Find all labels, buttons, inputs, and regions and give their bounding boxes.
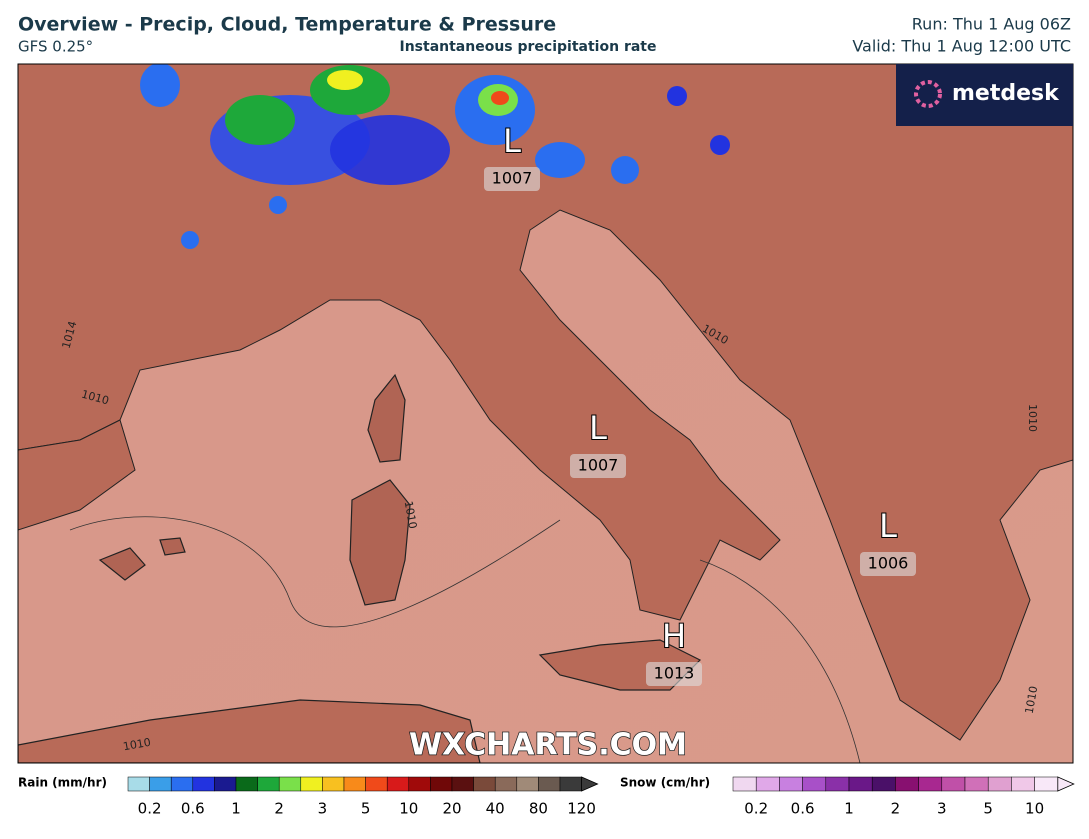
- legend-swatch: [473, 776, 496, 792]
- pressure-value: 1007: [492, 169, 533, 188]
- legend-swatch: [802, 776, 827, 792]
- legend-label: 0.2: [138, 800, 162, 818]
- pressure-symbol: L: [879, 507, 897, 545]
- legend-swatch: [1034, 776, 1059, 792]
- legend-swatch: [278, 776, 302, 792]
- legend-label: 120: [567, 800, 596, 818]
- legend-swatch: [825, 776, 850, 792]
- legend-swatch: [235, 776, 258, 792]
- land-balearic: [98, 537, 186, 581]
- legend-swatch: [895, 776, 919, 792]
- pressure-value: 1013: [654, 664, 695, 683]
- legend-arrow: [581, 776, 599, 792]
- run: Run: Thu 1 Aug 06Z: [912, 15, 1071, 34]
- pressure-symbol: H: [662, 617, 686, 655]
- legend-swatch: [516, 776, 539, 792]
- legend: Rain (mm/hr) 0.2 0.6 1 2 3 5 10 20 40 80 120 Snow (c…: [18, 776, 1075, 818]
- pressure-box: [570, 454, 626, 478]
- land-africa: [18, 699, 481, 763]
- pressure-box: [646, 662, 702, 686]
- watermark: WXCHARTS.COM: [409, 728, 687, 763]
- legend-swatch: [430, 776, 453, 792]
- land-sardinia: [349, 479, 411, 606]
- legend-label: 10: [1025, 800, 1044, 818]
- legend-title: Snow (cm/hr): [620, 776, 710, 790]
- legend-swatch: [559, 776, 582, 792]
- land-spain: [18, 419, 136, 531]
- legend-swatch: [365, 776, 388, 792]
- legend-label: 40: [486, 800, 505, 818]
- legend-swatch: [408, 776, 431, 792]
- legend-swatch: [1011, 776, 1035, 792]
- legend-swatch: [386, 776, 410, 792]
- legend-swatch: [300, 776, 323, 792]
- legend-swatch: [918, 776, 943, 792]
- legend-label: 1: [231, 800, 241, 818]
- legend-label: 0.6: [181, 800, 205, 818]
- overlay: L1007L1007L1006H101310141010101010101010…: [60, 121, 1041, 754]
- land-north: [18, 64, 1073, 741]
- legend-label: 10: [399, 800, 418, 818]
- legend-swatch: [257, 776, 280, 792]
- isobar-label: 1010: [122, 736, 152, 754]
- legend-swatch: [964, 776, 989, 792]
- legend-swatch: [451, 776, 474, 792]
- pressure-symbol: L: [589, 409, 607, 447]
- map: [18, 64, 1073, 763]
- pressure-box: [484, 167, 540, 191]
- legend-swatch: [848, 776, 873, 792]
- pressure-symbol: L: [503, 122, 521, 160]
- legend-arrow: [1057, 776, 1075, 792]
- isobar: [69, 516, 561, 628]
- legend-swatch: [214, 776, 237, 792]
- legend-label: 1: [844, 800, 854, 818]
- logo-box: [896, 64, 1073, 126]
- legend-swatch: [127, 776, 150, 792]
- legend-swatch: [732, 776, 757, 792]
- legend-swatch: [779, 776, 803, 792]
- legend-swatch: [538, 776, 561, 792]
- isobar-label: 1010: [402, 500, 420, 530]
- legend-swatch: [149, 776, 172, 792]
- isobar-label: 1010: [1026, 404, 1039, 432]
- legend-swatch: [941, 776, 966, 792]
- logo: metdesk: [952, 81, 1060, 106]
- pressure-value: 1006: [868, 554, 909, 573]
- legend-swatch: [871, 776, 896, 792]
- legend-swatch: [987, 776, 1012, 792]
- legend-swatch: [755, 776, 780, 792]
- legend-label: 20: [442, 800, 461, 818]
- isobar: [699, 559, 861, 763]
- legend-label: 80: [529, 800, 548, 818]
- map-frame: [17, 63, 1074, 764]
- legend-label: 5: [361, 800, 371, 818]
- legend-swatch: [192, 776, 215, 792]
- land-corsica: [367, 373, 406, 463]
- model: GFS 0.25°: [18, 38, 93, 56]
- isobar-label: 1010: [1023, 685, 1041, 715]
- pressure-box: [860, 552, 916, 576]
- logo-icon: [914, 80, 942, 108]
- pressure-value: 1007: [578, 456, 619, 475]
- legend-title: Rain (mm/hr): [18, 776, 107, 790]
- subtitle: Instantaneous precipitation rate: [400, 39, 657, 55]
- legend-swatch: [494, 776, 518, 792]
- legend-label: 0.2: [744, 800, 768, 818]
- legend-label: 0.6: [791, 800, 815, 818]
- title: Overview - Precip, Cloud, Temperature & …: [18, 14, 556, 36]
- legend-label: 2: [274, 800, 284, 818]
- legend-swatch: [322, 776, 345, 792]
- legend-label: 5: [983, 800, 993, 818]
- legend-swatch: [170, 776, 194, 792]
- legend-label: 3: [318, 800, 328, 818]
- valid: Valid: Thu 1 Aug 12:00 UTC: [852, 37, 1071, 56]
- legend-swatch: [343, 776, 366, 792]
- precipitation: [140, 64, 730, 249]
- legend-label: 2: [891, 800, 901, 818]
- legend-label: 3: [937, 800, 947, 818]
